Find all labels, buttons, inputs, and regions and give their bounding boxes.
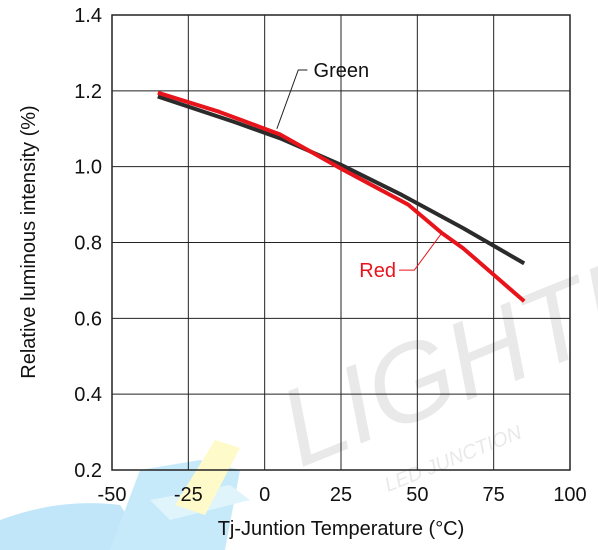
- watermark-text: LIGHTING: [263, 182, 598, 491]
- y-tick-label: 1.4: [74, 5, 102, 27]
- y-axis-label: Relative luminous intensity (%): [18, 105, 40, 378]
- series-label-green: Green: [314, 60, 370, 82]
- x-tick-label: 100: [553, 484, 586, 506]
- y-tick-label: 0.6: [74, 308, 102, 330]
- series-lines: [157, 90, 526, 303]
- x-tick-label: 50: [406, 484, 428, 506]
- x-axis-label: Tj-Juntion Temperature (°C): [218, 518, 465, 540]
- y-tick-label: 0.8: [74, 233, 102, 255]
- x-tick-label: -25: [174, 484, 203, 506]
- y-tick-label: 0.2: [74, 460, 102, 482]
- y-tick-label: 1.0: [74, 157, 102, 179]
- green-label-leader: [276, 69, 308, 129]
- x-tick-label: -50: [98, 484, 127, 506]
- series-label-red: Red: [359, 260, 396, 282]
- series-labels: Green Red: [276, 60, 443, 282]
- series-line-red: [157, 90, 526, 303]
- x-tick-label: 0: [259, 484, 270, 506]
- tick-labels: -50 -25 0 25 50 75 100 0.2 0.4 0.6 0.8 1.0 1.2 1.4: [74, 5, 587, 506]
- red-label-leader: [399, 232, 443, 271]
- x-tick-label: 25: [330, 484, 352, 506]
- x-tick-label: 75: [483, 484, 505, 506]
- y-tick-label: 0.4: [74, 384, 102, 406]
- plot-border: [111, 14, 571, 471]
- plot-frame: [111, 14, 571, 471]
- watermark-logo: [0, 440, 250, 550]
- y-tick-label: 1.2: [74, 81, 102, 103]
- series-line-green: [157, 94, 526, 266]
